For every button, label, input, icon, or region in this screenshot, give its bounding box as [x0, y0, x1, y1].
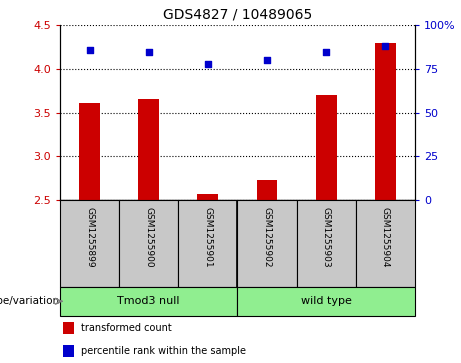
- Text: percentile rank within the sample: percentile rank within the sample: [81, 346, 246, 356]
- Bar: [60, 200, 119, 287]
- Text: wild type: wild type: [301, 296, 352, 306]
- Text: GSM1255899: GSM1255899: [85, 207, 94, 267]
- Text: GSM1255901: GSM1255901: [203, 207, 213, 267]
- Bar: [237, 287, 415, 316]
- Bar: [79, 103, 100, 200]
- Text: transformed count: transformed count: [81, 323, 172, 333]
- Point: [263, 57, 271, 63]
- Bar: [64, 344, 74, 356]
- Point: [382, 44, 389, 49]
- Point: [86, 47, 93, 53]
- Text: GSM1255902: GSM1255902: [262, 207, 272, 267]
- Text: GSM1255900: GSM1255900: [144, 207, 153, 267]
- Point: [204, 61, 212, 67]
- Text: GSM1255903: GSM1255903: [322, 207, 331, 267]
- Bar: [257, 180, 278, 200]
- Bar: [197, 193, 218, 200]
- Bar: [356, 200, 415, 287]
- Point: [145, 49, 152, 54]
- Point: [322, 49, 330, 54]
- Bar: [375, 43, 396, 200]
- Bar: [138, 99, 159, 200]
- Bar: [64, 322, 74, 334]
- Bar: [296, 200, 356, 287]
- Bar: [237, 200, 296, 287]
- Bar: [178, 200, 237, 287]
- Text: Tmod3 null: Tmod3 null: [118, 296, 180, 306]
- Bar: [119, 200, 178, 287]
- Title: GDS4827 / 10489065: GDS4827 / 10489065: [163, 8, 312, 21]
- Text: GSM1255904: GSM1255904: [381, 207, 390, 267]
- Bar: [60, 287, 237, 316]
- Bar: [316, 95, 337, 200]
- Text: genotype/variation: genotype/variation: [0, 296, 60, 306]
